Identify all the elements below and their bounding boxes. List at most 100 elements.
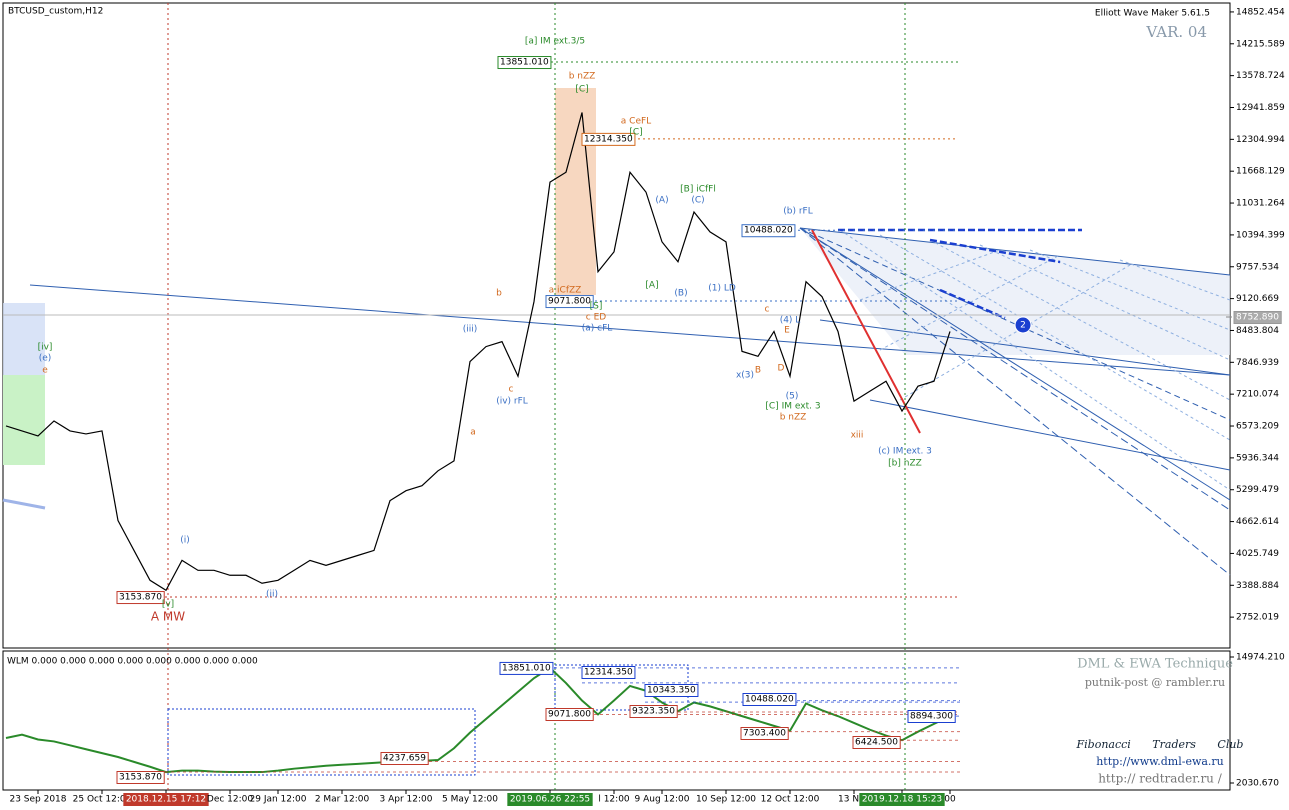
credit-note: Fibonacci Traders Club xyxy=(1076,738,1244,751)
x-tick-label: 23 Sep 2018 xyxy=(9,795,66,805)
price-tag: 10488.020 xyxy=(745,695,794,705)
price-tag: 9071.800 xyxy=(548,297,591,307)
target-line xyxy=(939,288,1006,320)
x-tick-label: 5 May 12:00 xyxy=(442,795,498,805)
price-tag-box xyxy=(545,708,594,721)
price-tag: 7303.400 xyxy=(743,729,786,739)
y-tick-label: 14852.454 xyxy=(1236,7,1285,17)
price-tag: 3153.870 xyxy=(119,593,162,603)
wave-label: [B] iCfFl xyxy=(680,185,716,195)
price-tag: 10488.020 xyxy=(744,226,793,236)
wave-label: a CeFL xyxy=(621,117,651,127)
price-tag: 10343.350 xyxy=(647,686,696,696)
price-tag-box xyxy=(380,752,429,765)
wave-label: (iv) rFL xyxy=(496,397,528,407)
wave-label: c xyxy=(765,305,770,315)
wave-label: (iii) xyxy=(463,325,478,335)
trend-line xyxy=(811,229,921,434)
price-tag: 8752.890 xyxy=(1236,313,1279,323)
wave-label: [C] xyxy=(629,128,642,138)
wave-label: (i) xyxy=(180,536,190,546)
wave-label: [iv] xyxy=(38,343,53,353)
wave-label: [S] xyxy=(590,302,603,312)
x-tick-label: 9 Aug 12:00 xyxy=(635,795,690,805)
wave-label: [a] IM ext.3/5 xyxy=(525,37,585,47)
wave-label: D xyxy=(778,364,785,374)
variant: VAR. 04 xyxy=(1145,23,1207,41)
price-tag: 13851.010 xyxy=(500,58,549,68)
wave-label: (ii) xyxy=(266,590,278,600)
channel-area xyxy=(800,228,1230,355)
wave-label: [A] xyxy=(645,281,658,291)
wave-label: A MW xyxy=(151,610,185,624)
credit-note: http:// redtrader.ru / xyxy=(1098,772,1223,786)
price-tag: 6424.500 xyxy=(855,738,898,748)
x-tick-label: 3 Apr 12:00 xyxy=(380,795,433,805)
price-tag: 2019.12.18 15:23 xyxy=(862,795,942,805)
price-tag: 9071.800 xyxy=(548,710,591,720)
price-tag-box xyxy=(545,295,594,309)
x-tick-label: 25 Oct 12:00 xyxy=(73,795,132,805)
price-tag-box xyxy=(497,56,552,70)
wave-label: a xyxy=(470,428,476,438)
x-tick-label: 12 Oct 12:00 xyxy=(761,795,820,805)
price-tag-box xyxy=(507,793,593,806)
wave-label: (b) rFL xyxy=(783,207,813,217)
indicator-title: WLM 0.000 0.000 0.000 0.000 0.000 0.000 … xyxy=(7,657,258,667)
y-tick-label: 4662.614 xyxy=(1236,517,1279,527)
zone-box xyxy=(3,303,45,375)
y-tick-label: 12304.994 xyxy=(1236,135,1285,145)
zone-box xyxy=(3,375,45,465)
wave-label: (B) xyxy=(674,289,687,299)
y-tick-label: 6573.209 xyxy=(1236,422,1279,432)
wave-label: b xyxy=(496,289,502,299)
y-tick-label: 9757.534 xyxy=(1236,262,1279,272)
x-tick-label: 29 Jan 12:00 xyxy=(250,795,307,805)
wave-label: (A) xyxy=(655,196,668,206)
price-tag-box xyxy=(116,591,165,605)
wave-label: [b] nZZ xyxy=(888,459,922,469)
price-tag-box xyxy=(741,224,796,238)
price-tag: 2018.12.15 17:12 xyxy=(126,795,206,805)
price-tag-box xyxy=(116,771,165,784)
y-tick-label: 12941.859 xyxy=(1236,103,1285,113)
price-tag: 13851.010 xyxy=(502,663,551,673)
y-tick-label: 9120.669 xyxy=(1236,294,1279,304)
wave-label: (1) LD xyxy=(708,284,736,294)
wave-label: [C] IM ext. 3 xyxy=(765,402,820,412)
y-tick-label: 7846.939 xyxy=(1236,358,1279,368)
y-tick-label: 14974.210 xyxy=(1236,652,1285,662)
tool-name: Elliott Wave Maker 5.61.5 xyxy=(1095,9,1210,19)
price-tag-box xyxy=(644,684,699,697)
x-tick-label: Dec 12:00 xyxy=(207,795,253,805)
y-tick-label: 8483.804 xyxy=(1236,326,1279,336)
y-tick-label: 4025.749 xyxy=(1236,549,1279,559)
y-tick-label: 5936.344 xyxy=(1236,453,1279,463)
wlm-boxes xyxy=(167,664,689,776)
price-line xyxy=(5,112,951,592)
wave-label: c xyxy=(509,385,514,395)
wave-label: E xyxy=(784,326,790,336)
y-tick-label: 7210.074 xyxy=(1236,390,1279,400)
x-tick-label: 13 Nov xyxy=(838,795,871,805)
wave-marker xyxy=(1014,316,1032,334)
price-tag-box xyxy=(742,693,797,706)
wave-label: (4) L xyxy=(780,316,801,326)
price-tag: 3153.870 xyxy=(119,773,162,783)
y-tick-label: 5299.479 xyxy=(1236,485,1279,495)
price-tag-box xyxy=(1233,311,1282,325)
price-tag-box xyxy=(499,661,554,675)
wave-label: b nZZ xyxy=(569,72,596,82)
wave-label: (c) IM ext. 3 xyxy=(878,447,932,457)
wave-label: x(3) xyxy=(736,371,754,381)
wave-label: b nZZ xyxy=(780,413,807,423)
credit-note: http://www.dml-ewa.ru xyxy=(1096,755,1224,768)
price-tag-box xyxy=(907,710,956,723)
wave-label: c ED xyxy=(586,313,606,323)
credit-note: putnik-post @ rambler.ru xyxy=(1085,676,1225,689)
wave-label: e xyxy=(42,366,48,376)
y-tick-label: 3388.884 xyxy=(1236,581,1279,591)
price-tag: 12314.350 xyxy=(584,668,633,678)
